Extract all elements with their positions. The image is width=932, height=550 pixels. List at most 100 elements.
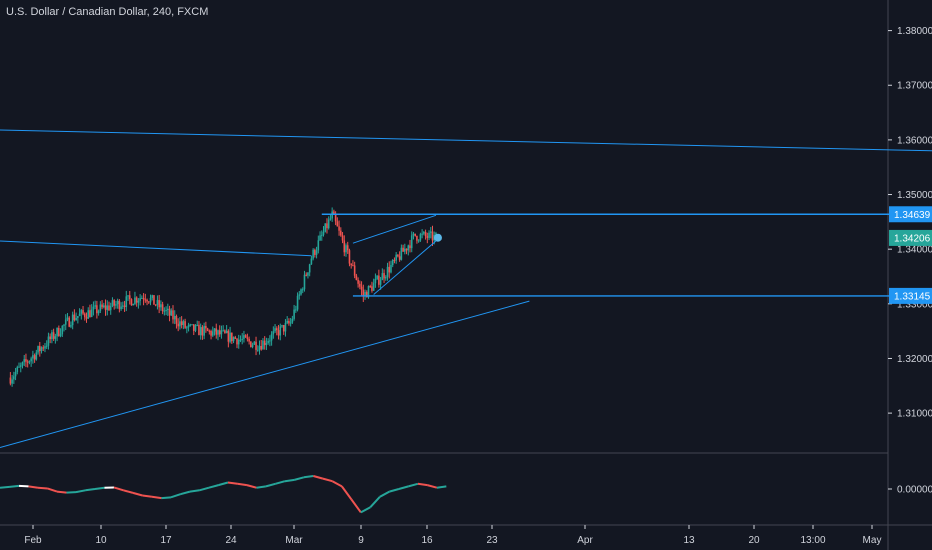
- x-tick-label: May: [863, 535, 882, 546]
- candle-body: [421, 233, 423, 235]
- candle-body: [106, 305, 109, 310]
- chart-title: U.S. Dollar / Canadian Dollar, 240, FXCM: [6, 6, 209, 18]
- candle-body: [87, 310, 90, 319]
- candle-body: [317, 240, 320, 251]
- candle-body: [231, 332, 233, 342]
- candle-body: [381, 273, 384, 281]
- candle-body: [365, 292, 368, 298]
- candle-body: [163, 310, 166, 312]
- candle-body: [327, 219, 330, 229]
- candle-body: [243, 335, 245, 339]
- candle-body: [393, 259, 396, 261]
- candle-body: [122, 305, 124, 307]
- candle-body: [56, 327, 58, 337]
- candle-body: [61, 325, 64, 335]
- oscillator-segment: [75, 489, 86, 494]
- candle-body: [180, 321, 183, 325]
- candle-body: [364, 292, 366, 297]
- oscillator-segment: [369, 496, 381, 508]
- candle-body: [250, 341, 252, 348]
- candle-body: [201, 327, 204, 336]
- candle-body: [75, 317, 77, 321]
- oscillator-segment: [427, 484, 438, 489]
- candle-body: [353, 265, 356, 276]
- candle-body: [115, 304, 117, 306]
- price-badge: [889, 229, 932, 246]
- candle-body: [11, 379, 13, 384]
- oscillator-segment: [47, 487, 58, 493]
- candle-body: [217, 330, 219, 335]
- candle-body: [359, 283, 361, 287]
- oscillator-segment: [9, 484, 20, 488]
- candle-body: [416, 235, 418, 241]
- candle-body: [265, 342, 268, 346]
- candle-body: [291, 318, 294, 323]
- candle-body: [132, 303, 135, 306]
- candle-body: [429, 231, 432, 233]
- candle-body: [281, 325, 283, 327]
- candle-body: [149, 297, 152, 303]
- candle-body: [111, 300, 114, 307]
- x-tick-label: 13:00: [800, 535, 825, 546]
- candle-body: [404, 248, 406, 252]
- oscillator-segment: [436, 485, 447, 489]
- candle-body: [390, 265, 392, 273]
- candle-body: [108, 305, 110, 311]
- x-tick-label: 23: [486, 535, 498, 546]
- candle-body: [13, 376, 15, 380]
- candle-body: [236, 338, 238, 345]
- x-tick-label: 17: [160, 535, 172, 546]
- trendline-wedge-top: [352, 214, 437, 244]
- y-tick-label: 1.34000: [897, 245, 932, 256]
- oscillator-segment: [28, 485, 39, 489]
- candle-body: [184, 321, 186, 328]
- candle-body: [383, 273, 385, 279]
- candle-body: [274, 328, 276, 332]
- candle-body: [89, 310, 91, 317]
- candle-body: [18, 366, 20, 368]
- candle-body: [310, 258, 313, 265]
- candle-body: [256, 349, 259, 351]
- oscillator-segment: [56, 490, 67, 494]
- candle-body: [146, 299, 148, 302]
- oscillator-segment: [218, 481, 229, 487]
- candle-body: [177, 323, 179, 327]
- candle-body: [116, 300, 119, 305]
- y-tick-label: 1.31000: [897, 409, 932, 420]
- candle-body: [371, 286, 373, 291]
- price-badge-label: 1.34639: [894, 210, 931, 221]
- candle-body: [346, 245, 349, 251]
- candle-body: [101, 304, 103, 308]
- candle-body: [44, 346, 46, 349]
- candle-body: [137, 300, 140, 303]
- candle-body: [400, 247, 403, 260]
- candle-body: [305, 274, 308, 276]
- candle-body: [239, 339, 242, 341]
- candle-body: [324, 223, 327, 232]
- candle-body: [49, 336, 51, 339]
- candle-body: [352, 265, 354, 267]
- oscillator-segment: [151, 495, 162, 500]
- candle-body: [52, 332, 55, 339]
- oscillator-segment: [189, 489, 200, 493]
- candle-body: [260, 345, 263, 350]
- y-tick-label: 1.33000: [897, 299, 932, 310]
- candle-body: [94, 305, 96, 307]
- candle-body: [331, 211, 333, 219]
- candle-body: [191, 324, 193, 326]
- y-tick-label: 1.32000: [897, 354, 932, 365]
- candle-body: [83, 313, 86, 318]
- candle-body: [208, 330, 211, 332]
- candle-body: [35, 352, 38, 360]
- candle-body: [350, 263, 352, 266]
- candle-body: [113, 300, 115, 306]
- candle-body: [156, 300, 159, 305]
- candle-body: [391, 259, 394, 266]
- candle-body: [320, 234, 323, 236]
- oscillator-segment: [417, 482, 428, 487]
- candle-body: [92, 306, 95, 310]
- candle-body: [51, 332, 53, 339]
- y-tick-label: 1.35000: [897, 190, 932, 201]
- candle-body: [227, 330, 230, 342]
